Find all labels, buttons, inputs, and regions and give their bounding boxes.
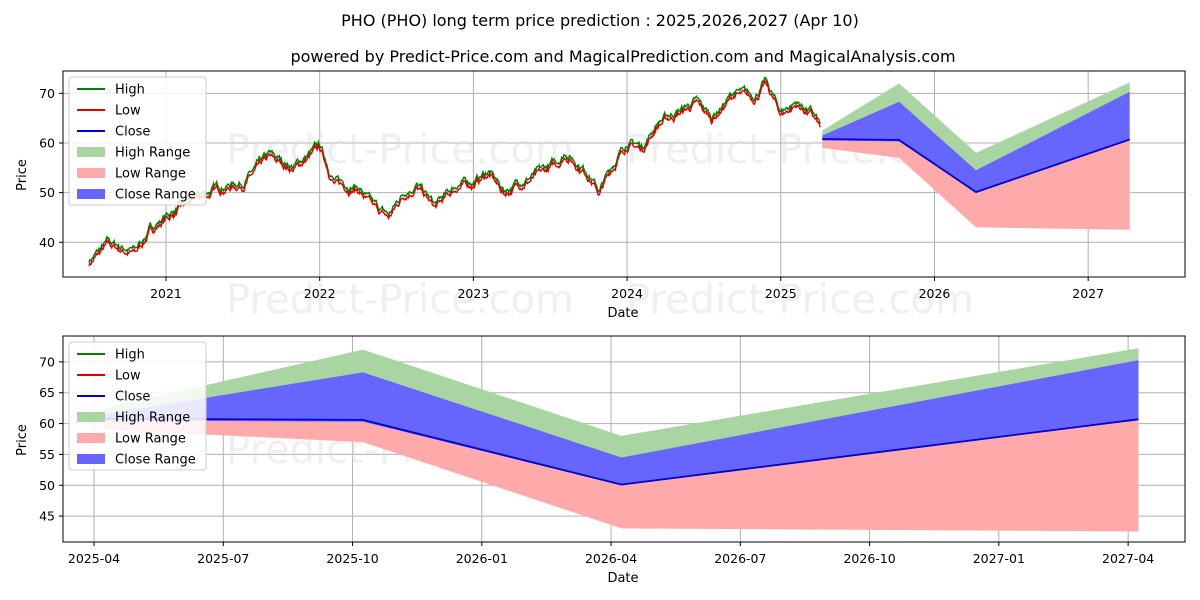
x-tick-label: 2025-04 <box>68 551 120 566</box>
watermark: Predict-Price.com <box>626 277 974 323</box>
legend-close-label: Close <box>115 125 150 140</box>
x-tick-label: 2027-01 <box>973 551 1025 566</box>
x-tick-label: 2025-07 <box>197 551 249 566</box>
x-tick-label: 2027 <box>1072 286 1104 301</box>
legend-high-range-swatch <box>77 412 105 422</box>
close-range-band <box>104 360 1139 486</box>
watermark: Predict-Price.com <box>226 127 574 173</box>
history-ticks: 2021 2022 2023 2024 2025 2026 2027 40 50 60 70 <box>39 86 1104 301</box>
legend-close-range-swatch <box>77 454 105 464</box>
low-range-band <box>822 138 1130 230</box>
y-tick-label: 70 <box>39 86 55 101</box>
y-tick-label: 40 <box>39 235 55 250</box>
high-range-band <box>822 82 1130 173</box>
prediction-legend: High Low Close High Range Low Range Close Ran… <box>68 341 207 471</box>
prediction-series <box>104 348 1139 532</box>
x-tick-label: 2025-10 <box>326 551 378 566</box>
x-axis-label: Date <box>607 306 638 321</box>
legend-low-range-label: Low Range <box>115 432 186 447</box>
x-tick-label: 2027-04 <box>1102 551 1154 566</box>
history-panel: Predict-Price.com Predict-Price.com Pred… <box>15 70 1186 323</box>
x-tick-label: 2026-01 <box>456 551 508 566</box>
y-tick-label: 60 <box>39 135 55 150</box>
close-line <box>822 138 1130 194</box>
legend-high-range-swatch <box>77 147 105 157</box>
x-tick-label: 2023 <box>457 286 489 301</box>
y-axis-label: Price <box>15 159 30 191</box>
prediction-ticks: 2025-04 2025-07 2025-10 2026-01 2026-04 2026-… <box>39 354 1154 566</box>
legend-high-label: High <box>115 348 145 363</box>
history-series <box>88 76 1130 267</box>
x-tick-label: 2024 <box>611 286 643 301</box>
x-tick-label: 2026-04 <box>585 551 637 566</box>
history-legend: High Low Close High Range Low Range Close Ran… <box>68 76 207 206</box>
legend-high-range-label: High Range <box>115 411 190 426</box>
legend-close-range-swatch <box>77 189 105 199</box>
legend-close-range-label: Close Range <box>115 188 196 203</box>
x-tick-label: 2026-07 <box>714 551 766 566</box>
legend-low-range-label: Low Range <box>115 167 186 182</box>
low-range-band <box>104 417 1139 532</box>
legend-low-label: Low <box>115 104 141 119</box>
chart-title: PHO (PHO) long term price prediction : 2… <box>341 11 859 30</box>
x-tick-label: 2021 <box>150 286 182 301</box>
y-tick-label: 45 <box>39 509 55 524</box>
legend-low-label: Low <box>115 369 141 384</box>
legend-low-range-swatch <box>77 433 105 443</box>
x-axis-label: Date <box>607 571 638 586</box>
high-range-band <box>104 348 1139 461</box>
prediction-panel: Predict-Price.com Predict-Price.com 2025… <box>15 335 1186 586</box>
x-tick-label: 2026 <box>919 286 951 301</box>
y-axis-label: Price <box>15 424 30 456</box>
history-axes-frame <box>62 70 1186 278</box>
watermark: Predict-Price.com <box>226 277 574 323</box>
x-tick-label: 2022 <box>304 286 336 301</box>
y-tick-label: 50 <box>39 185 55 200</box>
chart-subtitle: powered by Predict-Price.com and Magical… <box>290 47 955 66</box>
low-line <box>88 79 821 267</box>
y-tick-label: 65 <box>39 385 55 400</box>
legend-low-range-swatch <box>77 168 105 178</box>
y-tick-label: 70 <box>39 354 55 369</box>
close-line <box>104 417 1139 486</box>
legend-close-label: Close <box>115 390 150 405</box>
legend-high-label: High <box>115 83 145 98</box>
prediction-axes-frame <box>62 335 1186 543</box>
y-tick-label: 55 <box>39 447 55 462</box>
high-line <box>88 76 821 263</box>
y-tick-label: 60 <box>39 416 55 431</box>
legend-high-range-label: High Range <box>115 146 190 161</box>
legend-close-range-label: Close Range <box>115 453 196 468</box>
close-range-band <box>822 91 1130 193</box>
x-tick-label: 2026-10 <box>843 551 895 566</box>
x-tick-label: 2025 <box>765 286 797 301</box>
y-tick-label: 50 <box>39 478 55 493</box>
